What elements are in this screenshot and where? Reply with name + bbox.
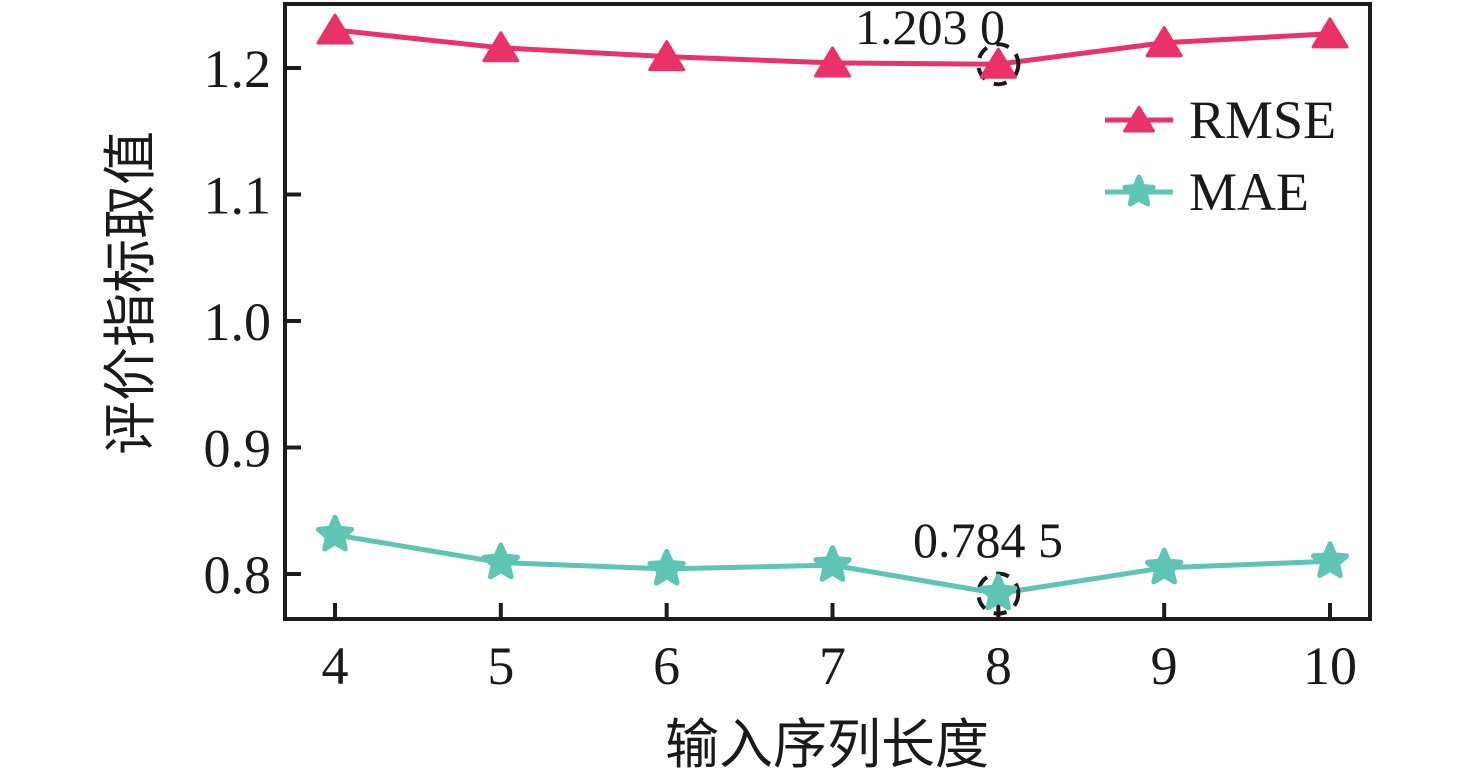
legend-label-rmse: RMSE (1189, 90, 1337, 150)
star-marker (1122, 174, 1156, 207)
x-tick-label: 4 (322, 636, 349, 696)
y-tick-label: 1.1 (204, 166, 272, 226)
triangle-marker (1123, 105, 1155, 133)
star-marker (979, 573, 1018, 611)
triangle-marker (648, 40, 686, 72)
mae-star-marker-icon (1105, 174, 1173, 207)
star-marker (647, 548, 686, 586)
series-markers-mae (315, 514, 1350, 611)
triangle-marker (814, 46, 851, 78)
y-tick-label: 0.9 (204, 419, 272, 479)
triangle-marker (482, 31, 520, 63)
x-tick-label: 5 (487, 636, 514, 696)
x-tick-label: 8 (985, 636, 1012, 696)
legend-item-mae: MAE (1103, 164, 1336, 220)
star-marker (1310, 541, 1350, 578)
annotation-mae-min-value: 0.784 5 (913, 512, 1063, 568)
star-marker (315, 514, 355, 552)
series-markers-rmse (316, 13, 1349, 79)
triangle-marker (1145, 26, 1183, 58)
triangle-marker (1311, 17, 1349, 49)
plot-frame (283, 2, 1372, 621)
y-tick-label: 1.0 (204, 292, 272, 352)
legend-item-rmse: RMSE (1103, 92, 1336, 148)
star-marker (481, 542, 520, 580)
x-tick-label: 10 (1303, 636, 1357, 696)
triangle-marker (979, 47, 1017, 79)
x-axis-label: 输入序列长度 (665, 715, 989, 775)
star-marker (813, 545, 852, 582)
legend-label-mae: MAE (1189, 162, 1309, 222)
highlight-dashed-circle (976, 42, 1021, 87)
y-tick-label: 1.2 (204, 39, 272, 99)
x-tick-label: 9 (1151, 636, 1178, 696)
x-tick-label: 6 (653, 636, 680, 696)
y-axis-label: 评价指标取值 (101, 131, 161, 455)
legend: RMSE MAE (1103, 92, 1336, 220)
y-tick-label: 0.8 (204, 545, 272, 605)
triangle-marker (316, 13, 354, 45)
rmse-triangle-marker-icon (1105, 105, 1173, 133)
x-tick-label: 7 (819, 636, 846, 696)
annotation-rmse-min-value: 1.203 0 (855, 0, 1005, 55)
star-marker (1145, 547, 1184, 585)
